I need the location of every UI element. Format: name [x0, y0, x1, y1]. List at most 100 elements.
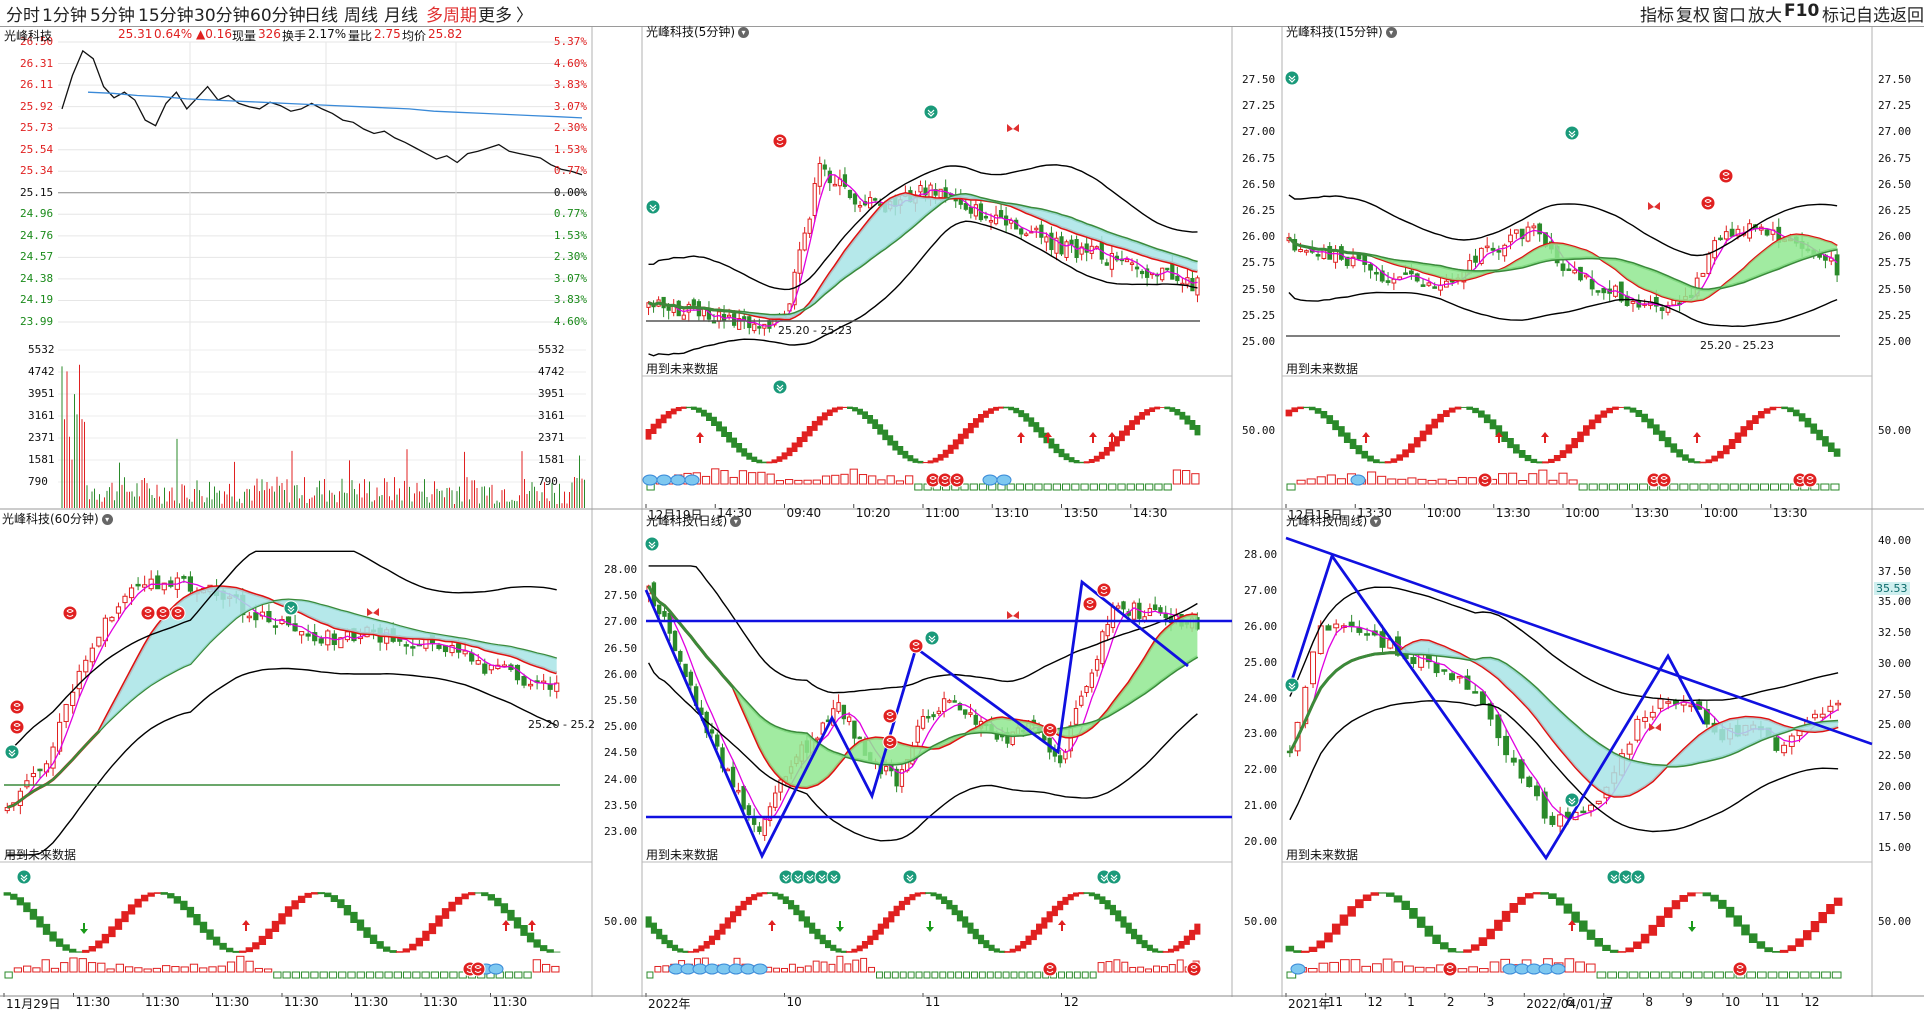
pweek-ind-band-34	[1549, 894, 1557, 899]
p60-ind-band-37	[246, 948, 253, 952]
p60-ind-band-65	[429, 923, 436, 933]
p5-ind-band-108	[1190, 420, 1195, 429]
p5-ind-band-99	[1145, 410, 1150, 416]
p60-candle-78	[515, 665, 519, 679]
p60-ind-band-69	[455, 897, 462, 904]
pday-candle-32	[816, 738, 819, 740]
p60-candle-13	[90, 648, 94, 662]
pday-ind-band-57	[947, 901, 952, 909]
p5-xtick-3: 10:20	[856, 506, 891, 520]
volume-right-tick-4: 2371	[538, 431, 565, 444]
p15-ind-band-12	[1356, 446, 1362, 454]
pweek-ind-band-2	[1301, 951, 1309, 952]
p5-ind-band-12	[706, 413, 711, 420]
p5-ind-band-14	[717, 422, 722, 431]
p5-ind-band-44	[868, 415, 873, 423]
pweek-candle-49	[1666, 702, 1671, 704]
p5-sub-bar-26	[887, 476, 894, 484]
pday-ind-band-64	[984, 941, 989, 948]
p5-sub-bar-13	[767, 474, 774, 484]
pday-sub-bar-21	[813, 961, 819, 972]
panel-title-pday[interactable]: 光峰科技(日线)▾	[646, 512, 741, 529]
pweek-ind-band-8	[1348, 907, 1356, 917]
pweek-left-ytick-8: 20.00	[1244, 835, 1284, 848]
intraday-right-tick-3: 3.07%	[537, 100, 587, 113]
panel-dropdown-icon[interactable]: ▾	[1370, 516, 1381, 527]
pday-ytick-1: 27.50	[604, 589, 644, 602]
panel-title-p5[interactable]: 光峰科技(5分钟)▾	[646, 23, 749, 40]
pday-ind-band-100	[1174, 946, 1179, 951]
p15-left-ytick-5: 26.25	[1242, 204, 1282, 217]
p5-sub-bar-25	[878, 480, 885, 484]
pday-ind-band-92	[1131, 929, 1136, 939]
pday-g-4	[827, 870, 841, 884]
pday-ind-band-37	[841, 951, 846, 952]
panel-dropdown-icon[interactable]: ▾	[102, 514, 113, 525]
p60-m-6	[284, 601, 298, 615]
pweek-candle-6	[1334, 624, 1339, 628]
pday-g2-0	[903, 870, 917, 884]
p5-ind-band-6	[676, 407, 681, 410]
p5-candle-42	[858, 206, 861, 208]
p15-sub-bar-34	[1629, 484, 1637, 490]
p60-candle-45	[300, 632, 304, 635]
p15-candle-72	[1707, 254, 1711, 273]
p15-candle-47	[1561, 264, 1565, 270]
pday-ytick-0: 28.00	[604, 563, 644, 576]
p5-sub-bar-7	[712, 469, 719, 484]
p60-sub-bar-54	[505, 972, 512, 978]
p60-sub-bar-9	[88, 963, 95, 972]
pday-ind-band-71	[1021, 941, 1026, 948]
pweek-ind-band-60	[1749, 934, 1757, 943]
intraday-right-tick-1: 4.60%	[537, 57, 587, 70]
pweek-sub-bar-4	[1330, 962, 1339, 972]
pday-candle-96	[1153, 605, 1156, 610]
pweek-ind-band-23	[1464, 950, 1472, 953]
p5-ind-band-52	[908, 455, 913, 460]
p5-ind-band-62	[958, 434, 963, 444]
panel-dropdown-icon[interactable]: ▾	[738, 27, 749, 38]
p60-ind-band-68	[449, 902, 456, 911]
intraday-right-tick-4: 2.30%	[537, 121, 587, 134]
p60-ind-band-14	[96, 941, 103, 948]
p60-ind-band-5	[37, 917, 44, 927]
pday-candle-92	[1132, 603, 1135, 619]
panel-title-p60[interactable]: 光峰科技(60分钟)▾	[2, 510, 113, 527]
pday-ind-band-30	[804, 917, 809, 927]
pweek-candle-40	[1596, 801, 1601, 803]
p5-candle-64	[969, 207, 972, 213]
pweek-xtick-13: 12	[1804, 995, 1819, 1009]
p60-ind-band-50	[331, 895, 338, 901]
pweek-ind-band-6	[1332, 924, 1340, 934]
p15-ind-band-93	[1828, 443, 1834, 452]
p15-ind-band-77	[1735, 433, 1741, 443]
p5-candle-70	[999, 211, 1002, 219]
pday-ind-band-26	[783, 897, 788, 904]
p60-ind-band-58	[383, 947, 390, 952]
pweek-bl-5	[1551, 964, 1565, 974]
p15-ind-band-10	[1344, 433, 1350, 443]
p15-xtick-2: 10:00	[1427, 506, 1462, 520]
pday-sub-bar-42	[979, 972, 985, 978]
p15-candle-13	[1363, 255, 1367, 264]
pweek-sub-bar-30	[1608, 972, 1617, 978]
pweek-candle-31	[1527, 777, 1532, 786]
p15-ind-band-31	[1467, 407, 1473, 409]
panel-dropdown-icon[interactable]: ▾	[1386, 27, 1397, 38]
panel-title-p15[interactable]: 光峰科技(15分钟)▾	[1286, 23, 1397, 40]
p15-left-ytick-6: 26.00	[1242, 230, 1282, 243]
panel-title-pweek[interactable]: 光峰科技(周线)▾	[1286, 512, 1381, 529]
pday-m-2	[925, 631, 939, 645]
panel-dropdown-icon[interactable]: ▾	[730, 516, 741, 527]
pweek-ind-band-37	[1572, 912, 1580, 922]
p5-ind-band-23	[762, 462, 767, 463]
p15-ind-band-19	[1397, 455, 1403, 461]
pday-candle-84	[1090, 673, 1093, 687]
pday-ind-band-80	[1068, 894, 1073, 899]
p5-xtick-5: 13:10	[994, 506, 1029, 520]
pday-ind-band-56	[941, 897, 946, 904]
p15-ind-band-50	[1578, 432, 1584, 442]
p15-sub-bar-53	[1821, 484, 1829, 490]
pday-candle-88	[1111, 606, 1114, 627]
